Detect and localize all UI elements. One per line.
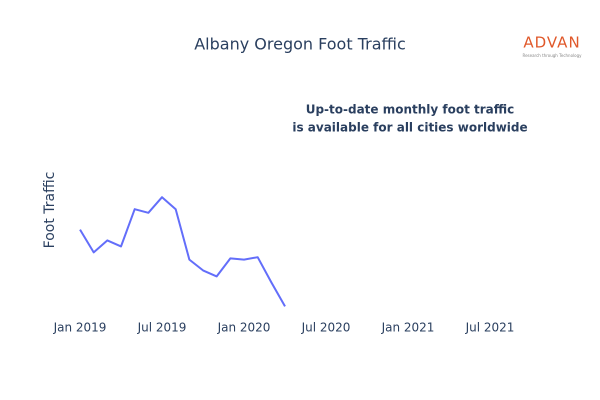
x-tick-label: Jul 2019 xyxy=(137,321,187,335)
line xyxy=(79,196,286,307)
x-tick-label: Jul 2021 xyxy=(465,321,515,335)
x-tick-label: Jul 2020 xyxy=(301,321,351,335)
x-tick-label: Jan 2019 xyxy=(53,321,107,335)
logo-tagline: Research through Technology xyxy=(522,53,582,58)
logo: ADVAN xyxy=(523,34,580,52)
x-tick-label: Jan 2020 xyxy=(217,321,271,335)
chart-title: Albany Oregon Foot Traffic xyxy=(194,35,406,54)
annotation: is available for all cities worldwide xyxy=(292,121,527,135)
x-tick-label: Jan 2021 xyxy=(381,321,435,335)
annotation: Up-to-date monthly foot traffic xyxy=(306,103,515,117)
y-axis-label: Foot Traffic xyxy=(42,172,58,249)
